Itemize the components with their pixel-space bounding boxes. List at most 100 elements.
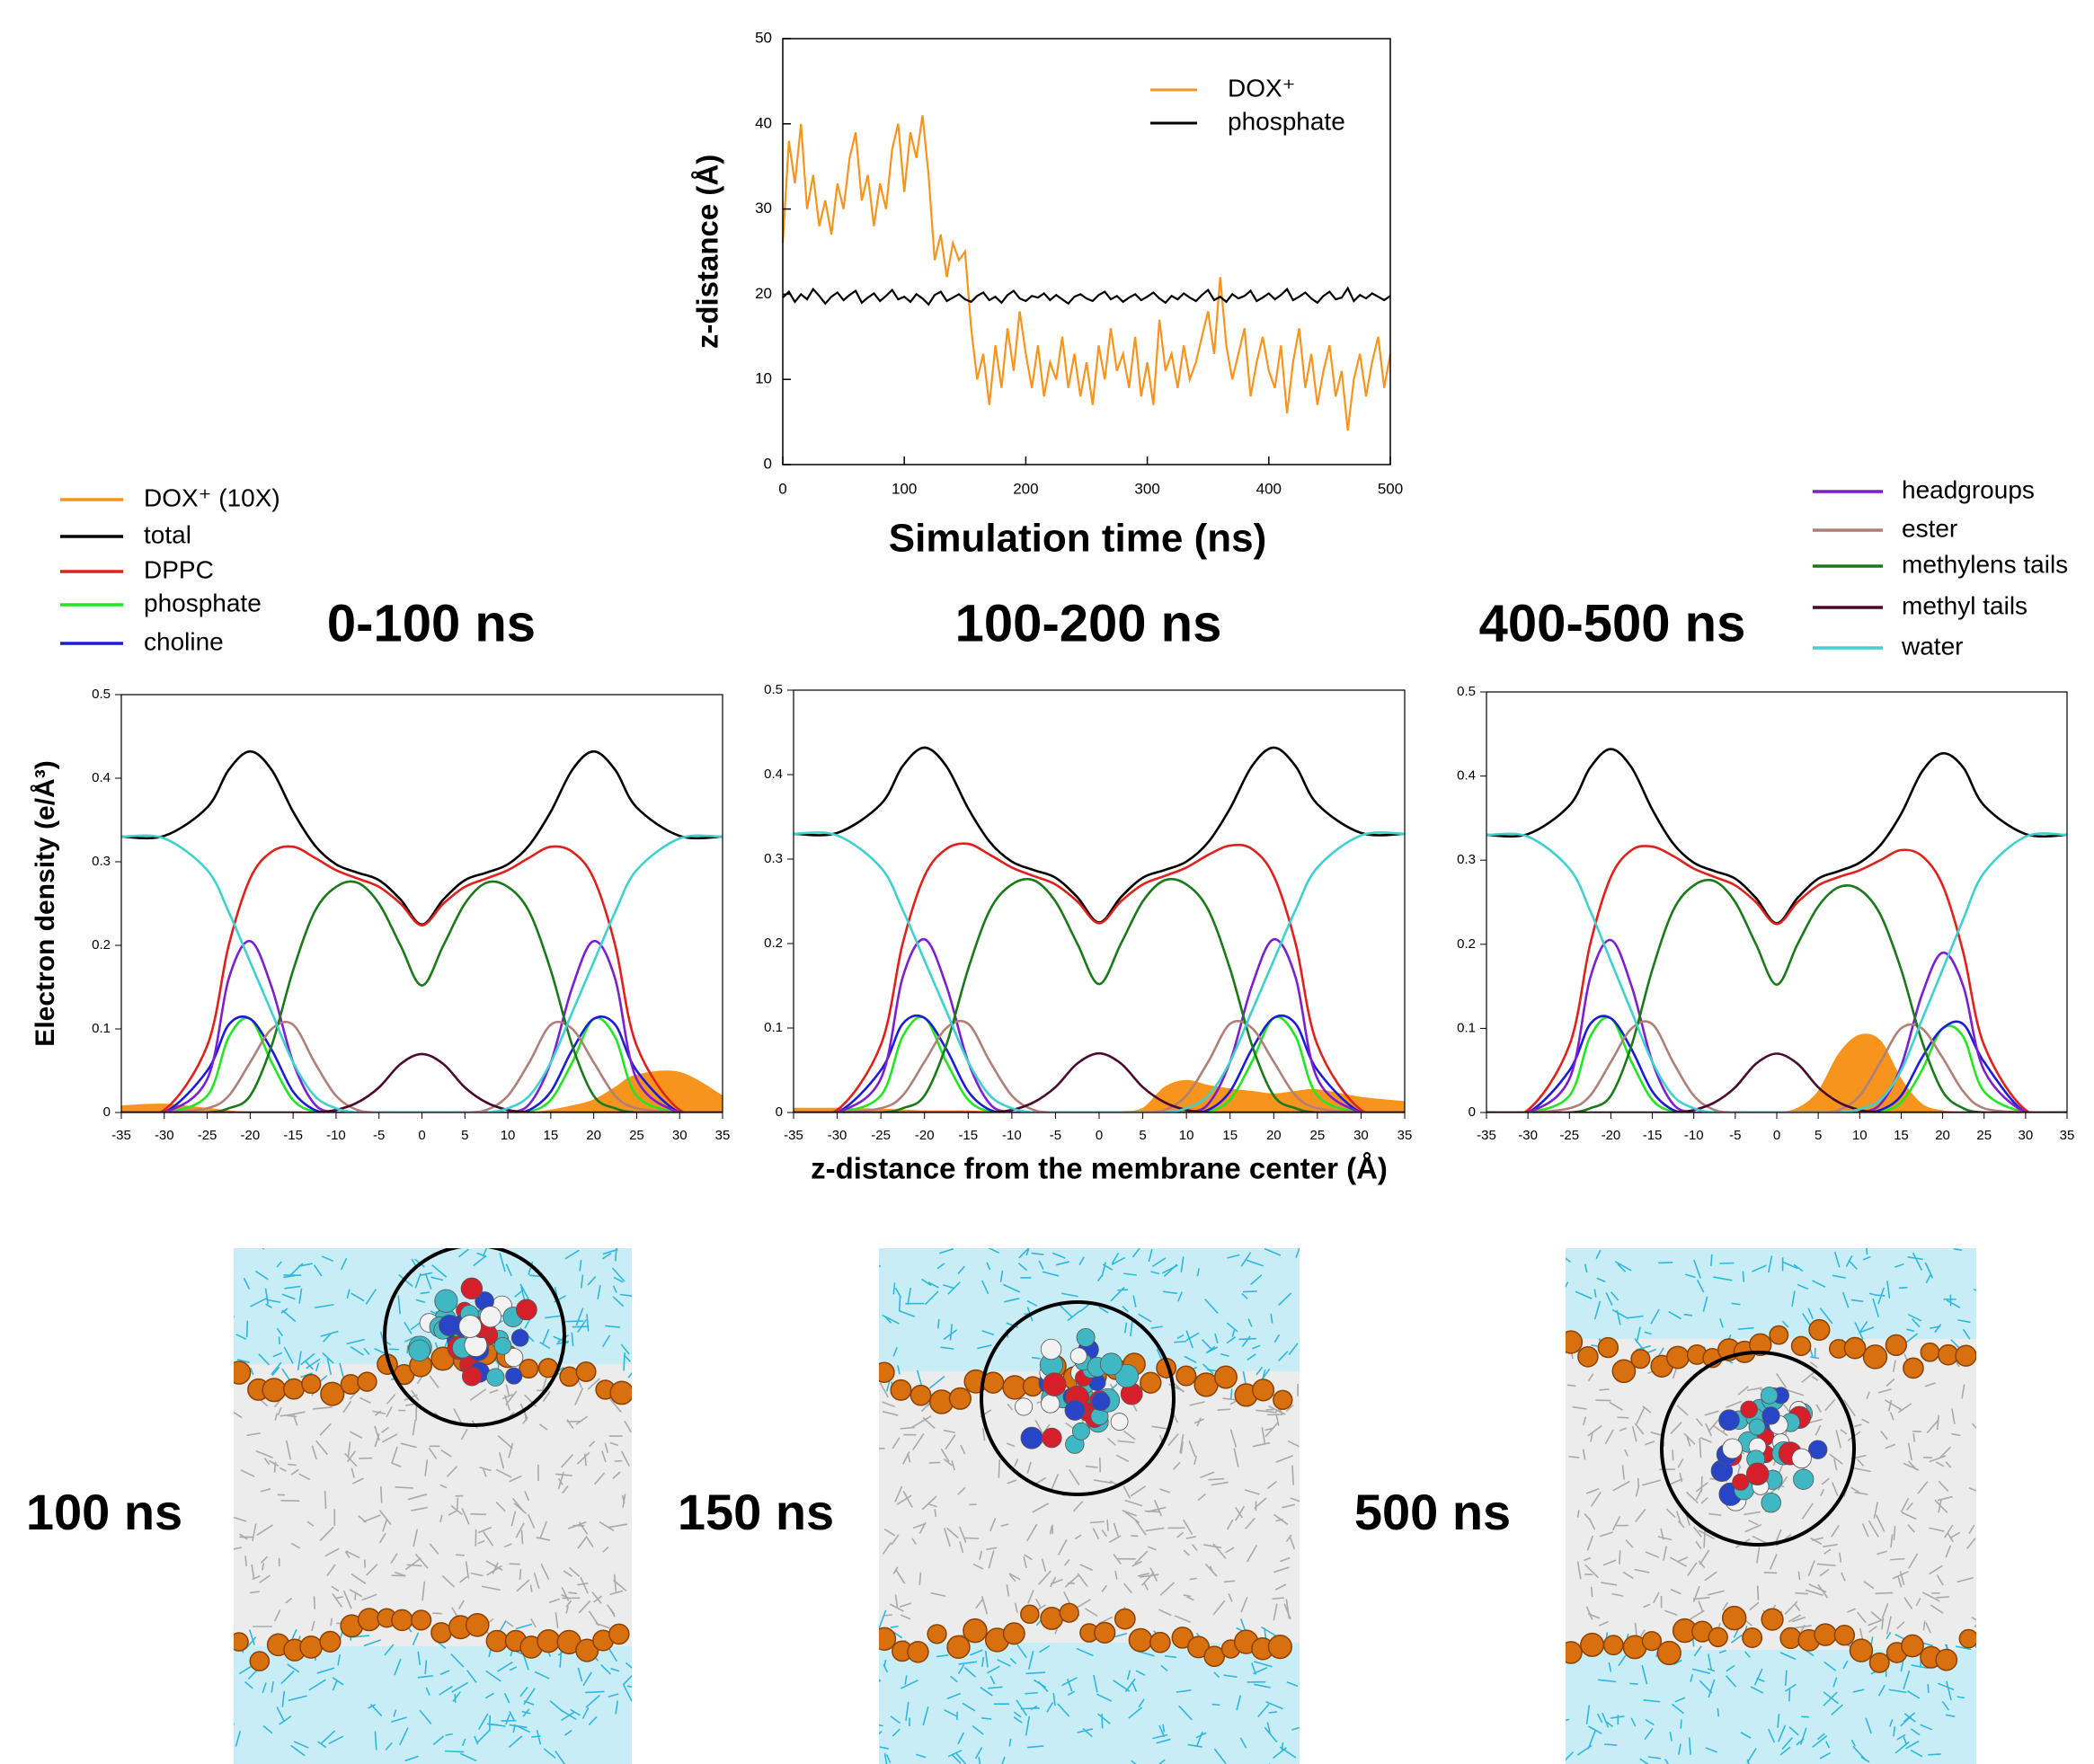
molecule-stroke xyxy=(1188,1440,1196,1458)
molecule-stroke xyxy=(406,1345,409,1354)
x-tick-label: -25 xyxy=(198,1128,217,1143)
molecule-stroke xyxy=(306,1358,321,1370)
molecule-stroke xyxy=(245,1320,249,1338)
drug-atom xyxy=(1091,1391,1111,1412)
molecule-stroke xyxy=(1805,1589,1823,1597)
molecule-stroke xyxy=(1240,1597,1248,1613)
molecule-stroke xyxy=(883,1659,887,1668)
drug-atom xyxy=(510,1329,529,1347)
molecule-stroke xyxy=(461,1738,466,1747)
molecule-stroke xyxy=(1611,1308,1629,1320)
x-tick-label: -5 xyxy=(1050,1128,1061,1143)
phosphate-bead xyxy=(1862,1344,1888,1370)
molecule-stroke xyxy=(1250,1274,1263,1286)
drug-atom xyxy=(1748,1418,1766,1436)
x-tick-label: -35 xyxy=(1477,1128,1496,1143)
x-tick-label: 30 xyxy=(1353,1128,1369,1143)
panel-title: 0-100 ns xyxy=(327,594,536,652)
molecule-stroke xyxy=(879,1609,887,1629)
molecule-stroke xyxy=(899,1310,916,1317)
molecule-stroke xyxy=(1796,1738,1805,1746)
molecule-stroke xyxy=(311,1620,315,1632)
molecule-stroke xyxy=(610,1667,620,1672)
molecule-stroke xyxy=(1708,1512,1722,1516)
molecule-stroke xyxy=(1823,1691,1838,1706)
molecule-stroke xyxy=(320,1330,339,1337)
molecule-stroke xyxy=(1197,1493,1207,1502)
molecule-stroke xyxy=(347,1441,351,1458)
molecule-stroke xyxy=(1186,1596,1194,1601)
molecule-stroke xyxy=(882,1401,895,1408)
molecule-stroke xyxy=(974,1747,983,1760)
molecule-stroke xyxy=(1775,1373,1788,1388)
molecule-stroke xyxy=(958,1661,978,1665)
molecule-stroke xyxy=(1096,1274,1104,1282)
molecule-stroke xyxy=(1111,1256,1126,1266)
molecule-stroke xyxy=(1687,1562,1698,1577)
molecule-stroke xyxy=(450,1504,463,1516)
molecule-stroke xyxy=(1885,1378,1895,1387)
molecule-stroke xyxy=(1831,1524,1840,1538)
molecule-stroke xyxy=(905,1701,909,1721)
molecule-stroke xyxy=(1799,1727,1807,1745)
molecule-stroke xyxy=(1896,1733,1906,1741)
molecule-stroke xyxy=(1038,1570,1051,1585)
x-tick-label: 100 xyxy=(892,480,917,497)
molecule-stroke xyxy=(399,1727,409,1746)
legend-label: DOX⁺ (10X) xyxy=(144,483,280,511)
molecule-stroke xyxy=(524,1491,530,1502)
molecule-stroke xyxy=(1708,1590,1725,1596)
molecule-stroke xyxy=(397,1295,402,1315)
molecule-stroke xyxy=(328,1735,344,1745)
phosphate-bead xyxy=(1002,1622,1025,1645)
x-tick-label: -35 xyxy=(784,1128,803,1143)
molecule-stroke xyxy=(1752,1264,1767,1272)
molecule-stroke xyxy=(627,1371,632,1378)
molecule-stroke xyxy=(484,1692,494,1699)
molecule-stroke xyxy=(240,1469,255,1477)
molecule-stroke xyxy=(972,1724,984,1735)
phosphate-bead xyxy=(519,1359,539,1379)
molecule-stroke xyxy=(1076,1647,1094,1657)
molecule-stroke xyxy=(1907,1313,1922,1322)
molecule-stroke xyxy=(578,1600,591,1614)
molecule-stroke xyxy=(1151,1257,1167,1268)
drug-atom xyxy=(1072,1422,1090,1440)
molecule-stroke xyxy=(1930,1604,1944,1614)
x-tick-label: 200 xyxy=(1013,480,1038,497)
molecule-stroke xyxy=(944,1708,957,1717)
molecule-stroke xyxy=(1641,1664,1648,1685)
molecule-stroke xyxy=(879,1724,883,1727)
molecule-stroke xyxy=(1150,1325,1163,1329)
molecule-stroke xyxy=(366,1564,378,1576)
molecule-stroke xyxy=(1956,1577,1974,1583)
molecule-stroke xyxy=(1768,1728,1776,1743)
molecule-stroke xyxy=(411,1389,420,1401)
molecule-stroke xyxy=(492,1562,499,1574)
drug-atom xyxy=(1732,1473,1750,1491)
molecule-stroke xyxy=(1679,1472,1683,1483)
molecule-stroke xyxy=(981,1717,992,1720)
molecule-stroke xyxy=(591,1591,602,1604)
molecule-stroke xyxy=(314,1303,334,1309)
molecule-stroke xyxy=(479,1466,492,1472)
molecule-stroke xyxy=(955,1752,967,1764)
molecule-stroke xyxy=(288,1695,307,1702)
molecule-stroke xyxy=(562,1485,569,1494)
molecule-stroke xyxy=(262,1682,267,1693)
molecule-stroke xyxy=(1674,1697,1686,1703)
molecule-stroke xyxy=(256,1524,273,1537)
molecule-stroke xyxy=(897,1365,901,1375)
molecule-stroke xyxy=(1888,1719,1894,1727)
molecule-stroke xyxy=(1785,1388,1805,1396)
drug-atom xyxy=(1076,1327,1096,1347)
molecule-stroke xyxy=(1945,1545,1952,1558)
molecule-stroke xyxy=(452,1691,461,1703)
molecule-stroke xyxy=(1968,1487,1976,1492)
molecule-stroke xyxy=(332,1592,343,1608)
molecule-stroke xyxy=(1584,1564,1600,1579)
molecule-stroke xyxy=(623,1674,632,1685)
molecule-stroke xyxy=(1008,1573,1021,1581)
phosphate-bead xyxy=(234,1361,252,1385)
molecule-stroke xyxy=(570,1708,581,1716)
